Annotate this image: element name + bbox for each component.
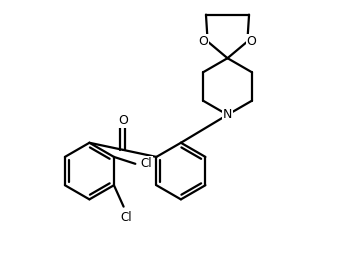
- Text: O: O: [199, 35, 208, 48]
- Text: O: O: [246, 35, 256, 48]
- Text: N: N: [223, 108, 232, 121]
- Text: Cl: Cl: [120, 211, 132, 224]
- Text: O: O: [118, 114, 128, 127]
- Text: Cl: Cl: [141, 157, 152, 170]
